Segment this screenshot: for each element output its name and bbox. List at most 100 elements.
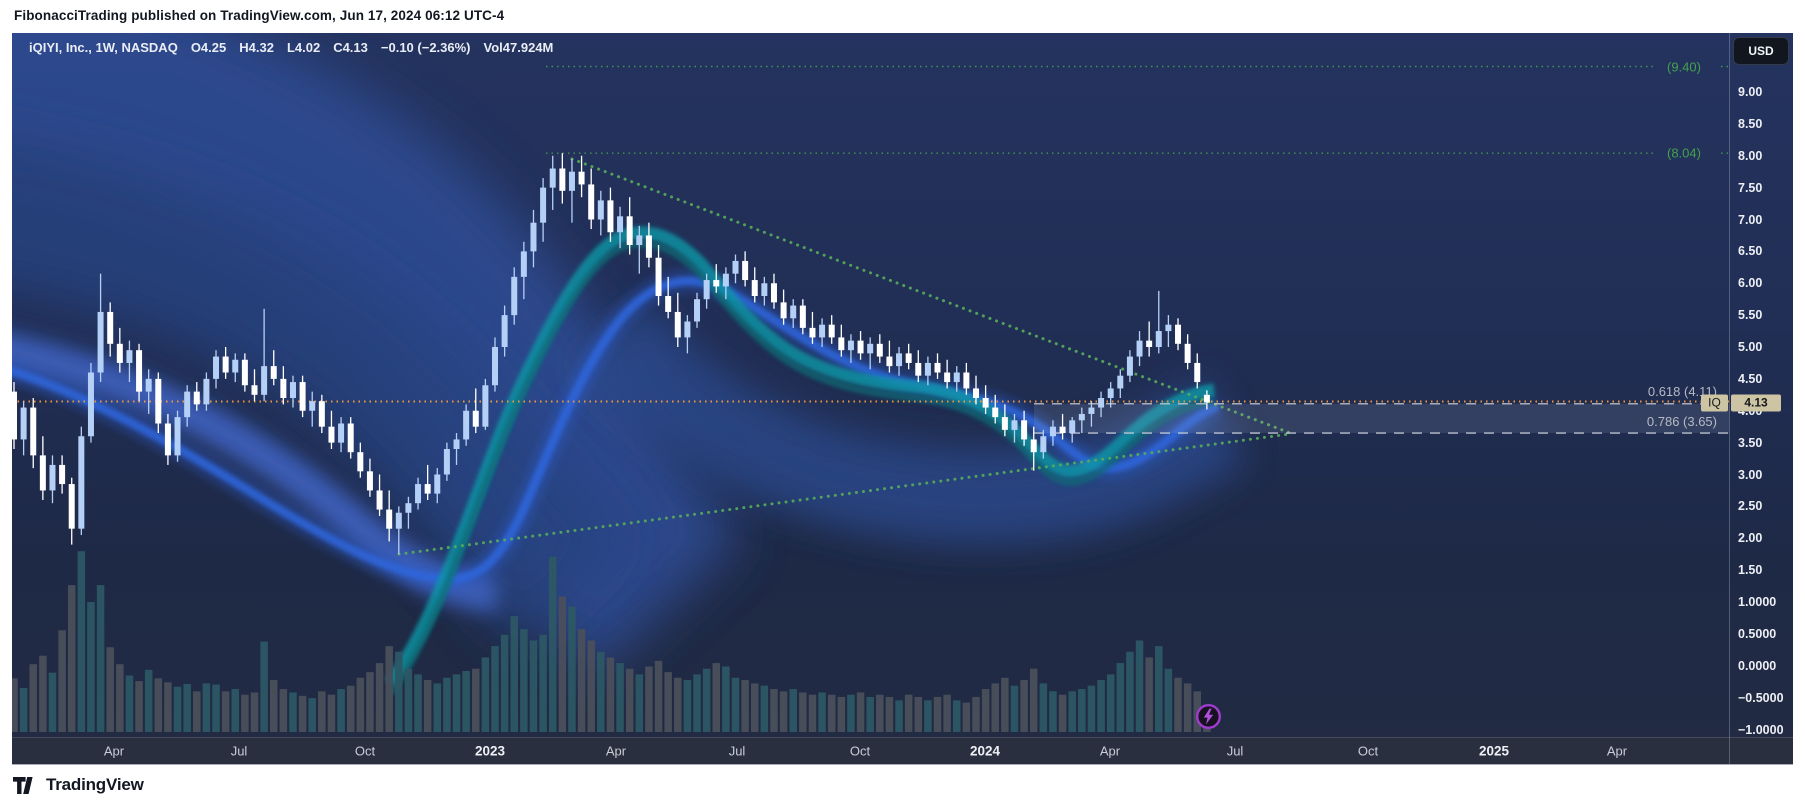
volume-bar	[741, 680, 749, 732]
volume-bar	[1039, 683, 1048, 732]
candle	[289, 375, 296, 408]
candle-body	[232, 359, 239, 373]
price-chart-plot[interactable]	[12, 33, 1729, 737]
symbol-price-tag: IQ	[1701, 394, 1728, 411]
volume-bar	[1068, 691, 1076, 732]
candle-body	[780, 302, 787, 319]
candle	[453, 433, 460, 465]
price-tick: 6.50	[1738, 244, 1763, 259]
candle	[520, 241, 527, 300]
candle	[944, 359, 951, 389]
price-axis[interactable]: USD 4.13 9.00 8.50 8.00 7.50 7.00 6.50 6.00 5.5…	[1729, 33, 1793, 737]
candle-body	[636, 235, 643, 245]
time-axis[interactable]: Apr Jul Oct 2023 Apr Jul Oct 2024 Apr Jul Oct 2025 A…	[12, 737, 1793, 765]
candle-body	[434, 474, 441, 494]
candle	[684, 315, 691, 354]
price-tick: 0.5000	[1738, 626, 1777, 641]
volume-bar	[635, 674, 644, 732]
candle-body	[338, 423, 345, 443]
volume-bar	[1106, 674, 1115, 732]
candle	[1184, 334, 1191, 370]
candle-body	[953, 372, 960, 383]
ohlc-high: H4.32	[239, 40, 274, 55]
ma-ribbon-teal-slow	[387, 240, 1215, 697]
candle	[742, 251, 749, 287]
volume-bar	[183, 683, 191, 732]
ma-ribbon-teal	[384, 226, 1215, 697]
volume-bar	[587, 640, 595, 732]
candle	[607, 187, 614, 242]
candle	[568, 158, 575, 223]
candle	[30, 398, 37, 469]
candle-body	[886, 356, 893, 367]
trendline-ascending[interactable]	[397, 432, 1294, 556]
volume-bar	[154, 678, 163, 732]
candle-body	[318, 401, 325, 427]
price-tick: 1.0000	[1738, 595, 1777, 609]
candle-body	[876, 343, 883, 357]
axis-separator	[1729, 33, 1730, 765]
candle	[626, 197, 633, 255]
candle	[540, 178, 547, 242]
volume-bar	[135, 681, 143, 732]
volume-bar	[106, 647, 114, 732]
volume-bar	[904, 694, 913, 732]
candle	[203, 372, 210, 411]
candle	[136, 343, 143, 402]
candle-body	[116, 343, 123, 363]
candle	[328, 410, 335, 449]
candle-body	[924, 362, 931, 376]
candle	[694, 292, 701, 328]
volume-bar	[250, 692, 259, 732]
candle-body	[1030, 439, 1037, 453]
candle-body	[193, 391, 200, 405]
candle-body	[867, 343, 874, 354]
time-tick: Apr	[1606, 743, 1628, 759]
candle	[20, 401, 27, 456]
volume-bar	[279, 689, 288, 732]
candle	[934, 353, 941, 379]
tradingview-logo[interactable]: TradingView	[13, 775, 144, 795]
candle	[617, 206, 624, 249]
candle-body	[559, 168, 566, 191]
price-tick: 8.50	[1738, 116, 1763, 131]
candle	[126, 340, 133, 383]
volume-bar	[856, 692, 865, 732]
candle-body	[645, 235, 652, 258]
candle-body	[68, 484, 75, 529]
volume-bar	[674, 677, 682, 732]
candle-body	[896, 353, 903, 367]
chart-legend: iQIYI, Inc., 1W, NASDAQ O4.25 H4.32 L4.02 C4…	[29, 40, 566, 55]
candle-body	[30, 407, 37, 456]
candle	[1155, 290, 1162, 354]
volume-bar	[87, 602, 95, 732]
candle-body	[453, 439, 460, 449]
fib-zone[interactable]	[1034, 403, 1729, 434]
volume-bar	[731, 677, 740, 732]
candle	[992, 394, 999, 424]
volume-bar	[760, 685, 769, 732]
candle-body	[155, 378, 162, 424]
trendline-descending[interactable]	[570, 157, 1294, 436]
candle-body	[39, 455, 46, 491]
volume-bar	[837, 696, 846, 732]
candle	[896, 347, 903, 376]
volume-bar	[337, 689, 345, 732]
candle	[492, 337, 498, 392]
volume-bar	[472, 668, 480, 732]
candle	[1001, 404, 1008, 437]
candle	[1088, 401, 1095, 427]
volume-layer	[12, 551, 1211, 732]
currency-usd-button[interactable]: USD	[1733, 37, 1789, 65]
candle-body	[742, 260, 749, 281]
volume-bar	[1145, 657, 1153, 732]
volume-bar	[1155, 646, 1163, 732]
volume-bar	[19, 687, 28, 732]
candle	[1040, 429, 1047, 459]
candle-body	[694, 299, 701, 322]
price-tick: 4.50	[1738, 371, 1763, 386]
candle	[770, 273, 777, 309]
candle	[578, 155, 585, 198]
candle	[915, 350, 922, 383]
boost-button[interactable]	[1195, 703, 1222, 735]
